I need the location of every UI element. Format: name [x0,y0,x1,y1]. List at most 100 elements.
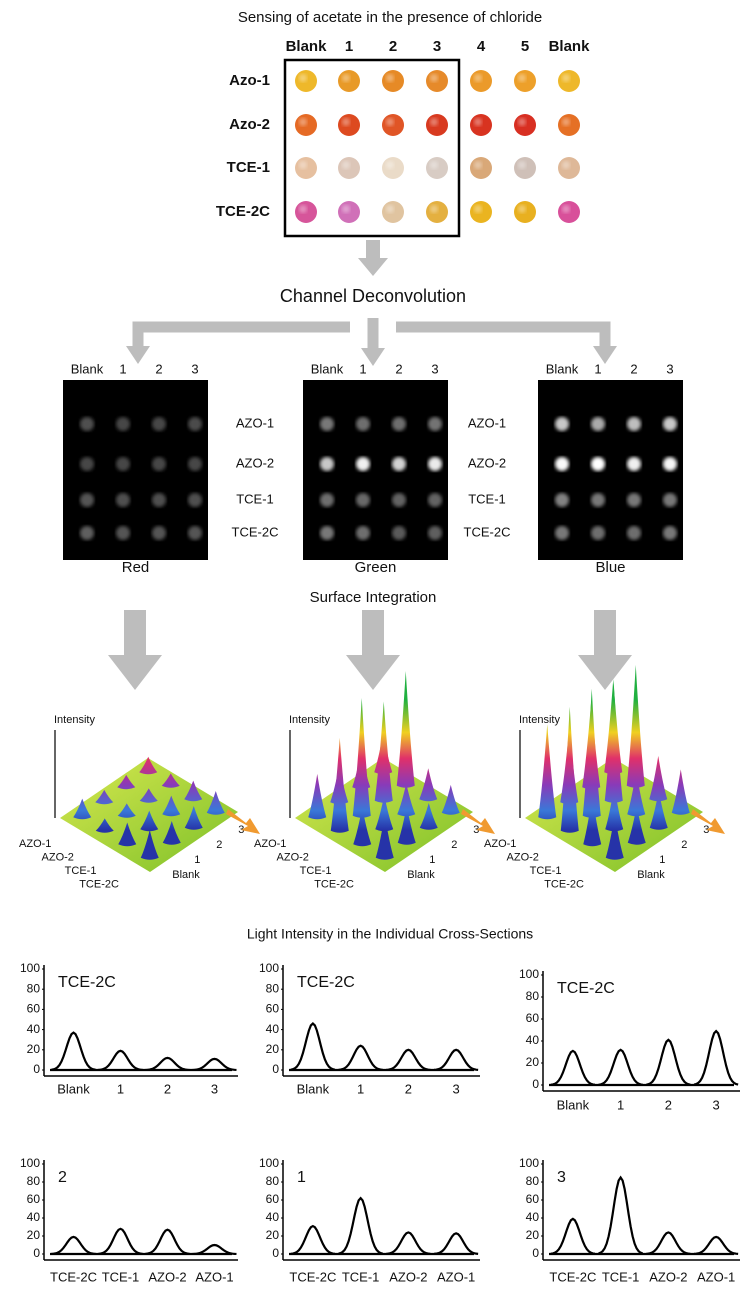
peak [192,1057,237,1072]
intensity-label: Intensity [289,714,330,726]
x-tick-label: AZO-1 [697,1269,735,1284]
surface-peak [73,798,92,820]
channel-spot [320,417,334,431]
channel-spot [116,457,130,471]
surface-column-label: 2 [216,839,222,851]
surface-peak [397,783,416,817]
spot-highlight [430,205,438,213]
channel-spot [152,493,166,507]
x-tick-label: AZO-1 [437,1269,475,1284]
y-tick-label: 0 [272,1246,279,1260]
channel-spot [428,417,442,431]
channel-spot [116,493,130,507]
channel-spot [555,526,569,540]
y-tick-label: 20 [27,1042,41,1056]
surface-peak [95,789,114,805]
plate-spot [338,201,360,223]
spot-highlight [386,74,394,82]
plate-spot [558,157,580,179]
y-tick-label: 60 [266,1192,280,1206]
peak [51,1235,96,1255]
surface-row-label: TCE-1 [300,865,332,877]
surface-row-label: AZO-2 [277,852,309,864]
orange-arrow [691,809,725,834]
spot-highlight [430,74,438,82]
surface-peak [374,701,393,803]
surface-peak [441,784,460,815]
channel-column-label: 3 [666,361,673,376]
surface-row-label: AZO-1 [19,838,51,850]
plate-spot [514,201,536,223]
plate-spot [295,70,317,92]
surface-column-label: 1 [659,854,665,866]
plate-spot [295,157,317,179]
surface-peak [184,780,203,802]
channel-spot [591,417,605,431]
spot-highlight [386,161,394,169]
x-tick-label: Blank [297,1081,330,1096]
x-tick-label: TCE-2C [549,1269,596,1284]
channel-spot [188,493,202,507]
plate-row-label: TCE-2C [216,203,270,220]
y-tick-label: 20 [27,1228,41,1242]
peak [51,1031,96,1071]
plate-row-label: Azo-1 [229,72,270,89]
channel-column-label: 2 [155,361,162,376]
panel-label: 2 [58,1169,67,1186]
surface-peak [627,770,646,817]
plate-column-label: 3 [433,38,441,55]
spot-highlight [299,205,307,213]
channel-spot [663,493,677,507]
surface-column-label: 2 [451,839,457,851]
surface-column-label: 3 [703,824,709,836]
plate-spot [338,114,360,136]
surface-peak [353,807,372,847]
channel-row-label: AZO-1 [236,415,274,430]
channel-column-label: 1 [119,361,126,376]
y-tick-label: 100 [20,961,40,975]
x-tick-label: AZO-2 [649,1269,687,1284]
surface-peak [95,818,114,833]
spot-highlight [386,118,394,126]
surface-row-label: TCE-2C [544,879,584,891]
surface-peak [139,756,158,775]
channel-spot [591,526,605,540]
surface-row-label: AZO-1 [484,838,516,850]
plate-spot [470,157,492,179]
intensity-label: Intensity [54,714,95,726]
x-tick-label: TCE-2C [50,1269,97,1284]
panel-label: TCE-2C [58,974,116,991]
plate-spot [295,201,317,223]
plate-spot [558,201,580,223]
surface-peak [139,788,158,803]
plate-spot [426,114,448,136]
surface-peak [117,774,136,790]
surface-column-label: Blank [407,869,435,881]
spot-highlight [430,118,438,126]
peak [290,1224,336,1255]
y-tick-label: 80 [266,981,280,995]
peak [550,1217,596,1255]
surface-column-label: Blank [172,869,200,881]
y-tick-label: 80 [526,989,540,1003]
channel-spot [591,457,605,471]
surface-peak [330,737,349,833]
y-tick-label: 40 [526,1033,540,1047]
spot-highlight [518,118,526,126]
surface-peak [626,664,645,788]
x-tick-label: TCE-1 [342,1269,380,1284]
x-tick-label: 3 [713,1097,720,1112]
surface-column-label: 1 [429,854,435,866]
channel-spot [428,493,442,507]
plate-spot [295,114,317,136]
branch-arrows [132,318,611,350]
surface-peak [582,688,601,818]
y-tick-label: 20 [526,1055,540,1069]
figure-title: Sensing of acetate in the presence of ch… [238,9,542,26]
channel-row-label: TCE-2C [464,524,511,539]
x-tick-label: AZO-2 [389,1269,427,1284]
x-tick-label: 3 [211,1081,218,1096]
surface-peak [117,803,136,818]
spot-highlight [474,118,482,126]
